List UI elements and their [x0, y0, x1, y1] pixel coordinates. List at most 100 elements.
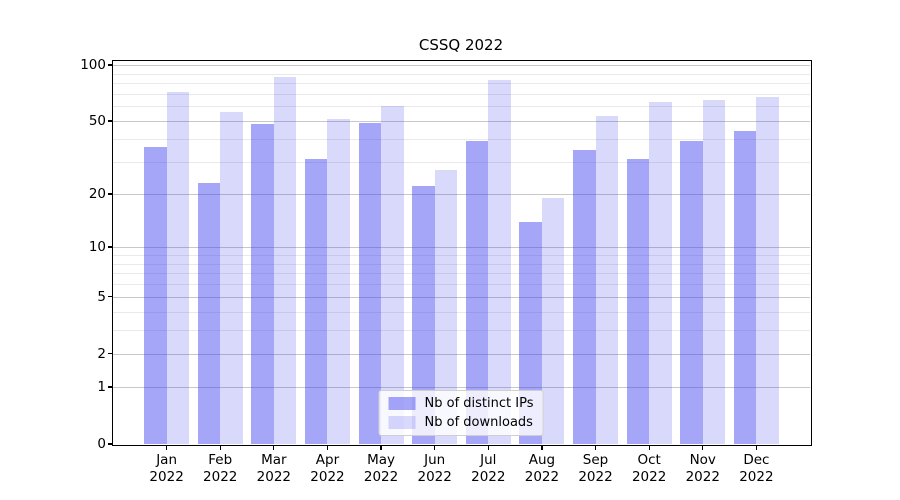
y-tick-5 — [108, 296, 113, 298]
bar-distinct-ips-may — [358, 122, 382, 444]
x-tick-label-dec: Dec 2022 — [721, 452, 791, 485]
gridline-1 — [113, 387, 810, 389]
x-tick-label-year: 2022 — [256, 468, 292, 485]
x-tick-label-year: 2022 — [685, 468, 720, 485]
bar-distinct-ips-apr — [304, 159, 328, 444]
gridline-2 — [113, 353, 810, 355]
gridline-10 — [113, 247, 810, 249]
bar-downloads-apr — [327, 119, 350, 444]
y-tick-label-2: 2 — [97, 345, 106, 362]
y-tick-0 — [108, 443, 113, 445]
bar-downloads-jan — [166, 91, 190, 444]
bar-distinct-ips-jul — [465, 141, 489, 444]
gridline-minor-80 — [113, 83, 810, 85]
bar-distinct-ips-aug — [519, 221, 542, 444]
x-tick-label-oct: Oct 2022 — [614, 452, 684, 485]
x-tick-label-year: 2022 — [524, 468, 560, 485]
y-tick-label-20: 20 — [88, 185, 106, 202]
bar-downloads-nov — [702, 99, 726, 444]
y-tick-label-0: 0 — [97, 436, 106, 452]
gridline-minor-7 — [113, 273, 810, 275]
x-tick-label-mar: Mar 2022 — [239, 452, 309, 485]
x-tick-label-jun: Jun 2022 — [400, 452, 470, 485]
x-tick-oct — [648, 445, 650, 450]
x-tick-jul — [487, 445, 489, 450]
x-tick-label-year: 2022 — [149, 468, 184, 485]
gridline-minor-9 — [113, 254, 810, 256]
bar-distinct-ips-mar — [251, 124, 274, 444]
x-tick-mar — [273, 445, 275, 450]
x-tick-label-month: Jul — [480, 452, 497, 468]
bar-distinct-ips-dec — [733, 131, 757, 444]
y-tick-100 — [108, 64, 113, 66]
y-tick-10 — [108, 246, 113, 248]
x-tick-jun — [434, 445, 436, 450]
bar-downloads-may — [381, 106, 404, 444]
legend-item-downloads: Nb of downloads — [388, 415, 534, 430]
bar-distinct-ips-nov — [680, 141, 703, 444]
bar-downloads-oct — [649, 102, 672, 444]
x-tick-dec — [755, 445, 758, 450]
x-tick-sep — [594, 445, 597, 450]
gridline-50 — [113, 121, 810, 123]
bar-downloads-mar — [273, 77, 297, 444]
x-tick-apr — [326, 445, 329, 450]
x-tick-label-month: Oct — [637, 452, 661, 468]
gridline-5 — [113, 296, 810, 298]
gridline-minor-60 — [113, 106, 810, 108]
x-tick-label-month: Nov — [689, 452, 716, 468]
x-tick-label-aug: Aug 2022 — [507, 452, 577, 485]
x-tick-label-jan: Jan 2022 — [132, 452, 202, 485]
x-tick-label-year: 2022 — [739, 468, 774, 485]
x-tick-jan — [165, 445, 168, 450]
y-tick-label-10: 10 — [88, 239, 106, 256]
y-tick-2 — [108, 353, 113, 355]
x-tick-label-month: Dec — [743, 452, 770, 468]
x-tick-label-feb: Feb 2022 — [185, 452, 255, 485]
x-tick-label-month: Aug — [528, 452, 556, 468]
legend-swatch-downloads — [388, 416, 416, 429]
gridline-20 — [113, 193, 810, 195]
bar-distinct-ips-feb — [197, 182, 221, 444]
x-tick-label-year: 2022 — [363, 468, 399, 485]
x-tick-label-year: 2022 — [471, 468, 506, 485]
x-tick-nov — [702, 445, 704, 450]
bar-distinct-ips-jan — [144, 147, 167, 444]
bar-distinct-ips-oct — [626, 159, 650, 444]
bar-downloads-feb — [220, 111, 243, 444]
x-tick-feb — [219, 445, 221, 450]
gridline-minor-70 — [113, 93, 810, 95]
legend-label-downloads: Nb of downloads — [424, 415, 533, 430]
gridline-minor-6 — [113, 284, 810, 286]
y-tick-50 — [108, 120, 113, 122]
gridline-100 — [113, 64, 810, 66]
gridline-minor-90 — [113, 73, 810, 75]
x-tick-label-apr: Apr 2022 — [292, 452, 362, 485]
y-tick-label-1: 1 — [97, 379, 106, 396]
x-tick-label-sep: Sep 2022 — [561, 452, 631, 485]
x-tick-label-month: May — [367, 452, 396, 468]
gridline-minor-3 — [113, 330, 810, 332]
bar-downloads-sep — [595, 116, 619, 444]
x-tick-label-year: 2022 — [203, 468, 238, 485]
gridline-minor-30 — [113, 161, 810, 163]
x-tick-label-year: 2022 — [631, 468, 667, 485]
y-tick-label-50: 50 — [88, 113, 106, 130]
gridline-minor-4 — [113, 311, 810, 313]
bar-distinct-ips-jun — [412, 186, 435, 444]
x-tick-label-nov: Nov 2022 — [668, 452, 738, 485]
x-tick-label-may: May 2022 — [346, 452, 416, 485]
gridline-minor-8 — [113, 263, 810, 265]
x-tick-label-month: Jun — [424, 452, 446, 468]
x-tick-label-year: 2022 — [417, 468, 452, 485]
x-tick-may — [380, 445, 382, 450]
y-tick-20 — [108, 193, 113, 195]
x-tick-label-month: Feb — [208, 452, 233, 468]
bar-downloads-jun — [434, 170, 458, 444]
legend: Nb of distinct IPs Nb of downloads — [378, 390, 544, 436]
legend-item-distinct-ips: Nb of distinct IPs — [388, 396, 533, 411]
x-tick-label-year: 2022 — [578, 468, 613, 485]
x-tick-label-month: Mar — [261, 452, 287, 468]
x-tick-label-month: Jan — [156, 452, 178, 468]
